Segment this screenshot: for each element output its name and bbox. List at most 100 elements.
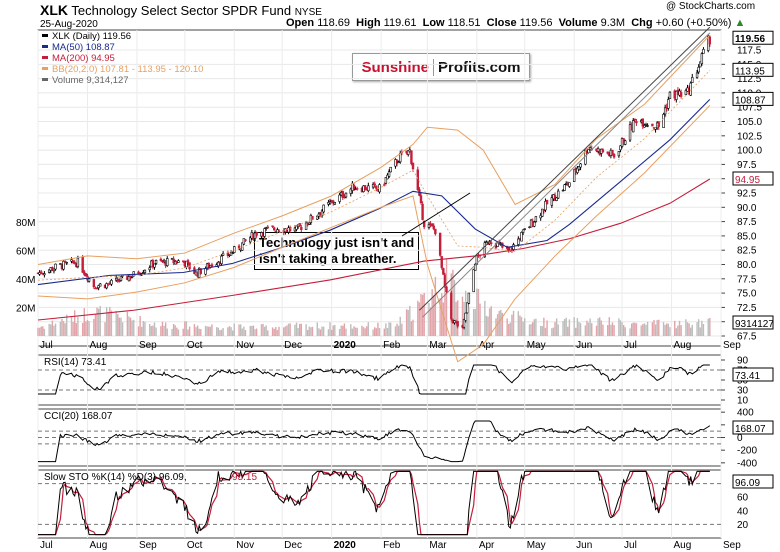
volume-bar xyxy=(568,319,571,336)
sto-k-line xyxy=(38,469,710,536)
x-tick-label-top: Sep xyxy=(723,340,741,351)
ma200-tag-box xyxy=(732,171,774,186)
volume-bar xyxy=(86,319,89,336)
rsi-tick: 30 xyxy=(737,386,749,397)
volume-bar xyxy=(216,327,218,336)
volume-bar xyxy=(74,310,76,336)
candle-body xyxy=(92,279,96,288)
candle-body xyxy=(43,273,46,276)
volume-bar xyxy=(286,325,288,336)
volume-tag-box xyxy=(732,315,774,330)
volume-bar xyxy=(653,319,655,336)
candle-body xyxy=(523,228,526,230)
volume-bar xyxy=(62,321,65,336)
volume-bar xyxy=(501,312,504,336)
candle-body xyxy=(63,261,67,263)
volume-bar xyxy=(241,328,243,336)
volume-bar xyxy=(37,327,39,336)
volume-bar xyxy=(188,326,191,336)
volume-bar xyxy=(217,327,220,336)
sto-tick: 20 xyxy=(737,520,749,531)
candle-body xyxy=(544,200,547,211)
volume-bar xyxy=(429,307,432,336)
candle-body xyxy=(130,275,134,278)
candle-body xyxy=(375,185,378,189)
x-tick-label-top: Dec xyxy=(284,340,302,351)
candle-body xyxy=(557,190,560,199)
volume-bar xyxy=(498,310,500,336)
volume-bar xyxy=(386,327,389,336)
volume-bar xyxy=(308,326,310,336)
rsi-tick: 90 xyxy=(737,356,749,367)
volume-bar xyxy=(107,311,109,336)
volume-bar xyxy=(595,325,598,336)
volume-bar xyxy=(474,308,476,336)
volume-bar xyxy=(642,324,644,336)
rsi-tick: 10 xyxy=(737,396,749,407)
volume-bar xyxy=(185,321,188,336)
volume-bar xyxy=(128,316,130,336)
volume-bar xyxy=(567,326,569,336)
candle-body xyxy=(467,292,471,304)
candle-body xyxy=(83,271,86,275)
volume-bar xyxy=(327,329,330,336)
volume-bar xyxy=(252,325,255,336)
volume-bar xyxy=(198,328,200,336)
volume-bar xyxy=(511,314,513,336)
ohlc-line: Open 118.69 High 119.61 Low 118.51 Close… xyxy=(286,17,746,29)
volume-bar xyxy=(533,319,535,336)
volume-bar xyxy=(105,307,108,336)
rsi-label: RSI(14) 73.41 xyxy=(44,357,107,368)
legend-entry: Volume 9,314,127 xyxy=(52,75,129,86)
bb-lower-line xyxy=(37,105,711,363)
volume-bar xyxy=(629,328,631,336)
volume-bar xyxy=(230,327,232,336)
volume-bar xyxy=(153,322,156,336)
volume-bar xyxy=(361,325,363,336)
volume-tick-label: 60M xyxy=(16,247,35,258)
volume-bar xyxy=(40,326,42,336)
volume-bar xyxy=(204,325,207,336)
volume-bar xyxy=(666,323,668,336)
candle-body xyxy=(542,209,546,212)
candle-body xyxy=(512,244,515,250)
candle-body xyxy=(521,229,525,233)
volume-bar xyxy=(389,322,392,336)
candle-body xyxy=(450,292,453,320)
candle-body xyxy=(419,195,423,204)
volume-bar xyxy=(495,318,497,336)
volume-bar xyxy=(220,329,223,336)
candle-body xyxy=(110,279,113,285)
volume-bar xyxy=(356,327,358,336)
chart-date: 25-Aug-2020 xyxy=(40,19,98,30)
price-tick-label: 85.0 xyxy=(737,231,757,242)
candle-body xyxy=(662,114,665,128)
candle-body xyxy=(199,268,202,274)
volume-bar xyxy=(139,315,141,336)
legend-swatch xyxy=(42,78,48,81)
volume-bar xyxy=(602,324,604,336)
volume-bar xyxy=(196,325,199,336)
ticker: XLK xyxy=(40,2,68,18)
volume-bar xyxy=(300,323,303,336)
candle-body xyxy=(116,279,119,282)
volume-bar xyxy=(643,323,646,336)
candle-body xyxy=(355,188,359,190)
volume-bar xyxy=(38,327,41,336)
volume-bar xyxy=(541,326,543,336)
candle-body xyxy=(210,264,214,267)
volume-bar xyxy=(667,323,670,336)
volume-tick-label: 80M xyxy=(16,218,35,229)
volume-bar xyxy=(121,322,124,336)
volume-bar xyxy=(118,317,121,336)
candle-body xyxy=(708,36,712,45)
candle-body xyxy=(555,197,558,201)
candle-body xyxy=(646,125,649,127)
candle-body xyxy=(485,241,488,244)
candle-body xyxy=(633,118,637,121)
candle-body xyxy=(367,185,370,192)
candle-body xyxy=(118,280,121,282)
candle-body xyxy=(624,140,627,145)
sunshine-profits-logo: Sunshine Profits.com xyxy=(352,53,530,81)
